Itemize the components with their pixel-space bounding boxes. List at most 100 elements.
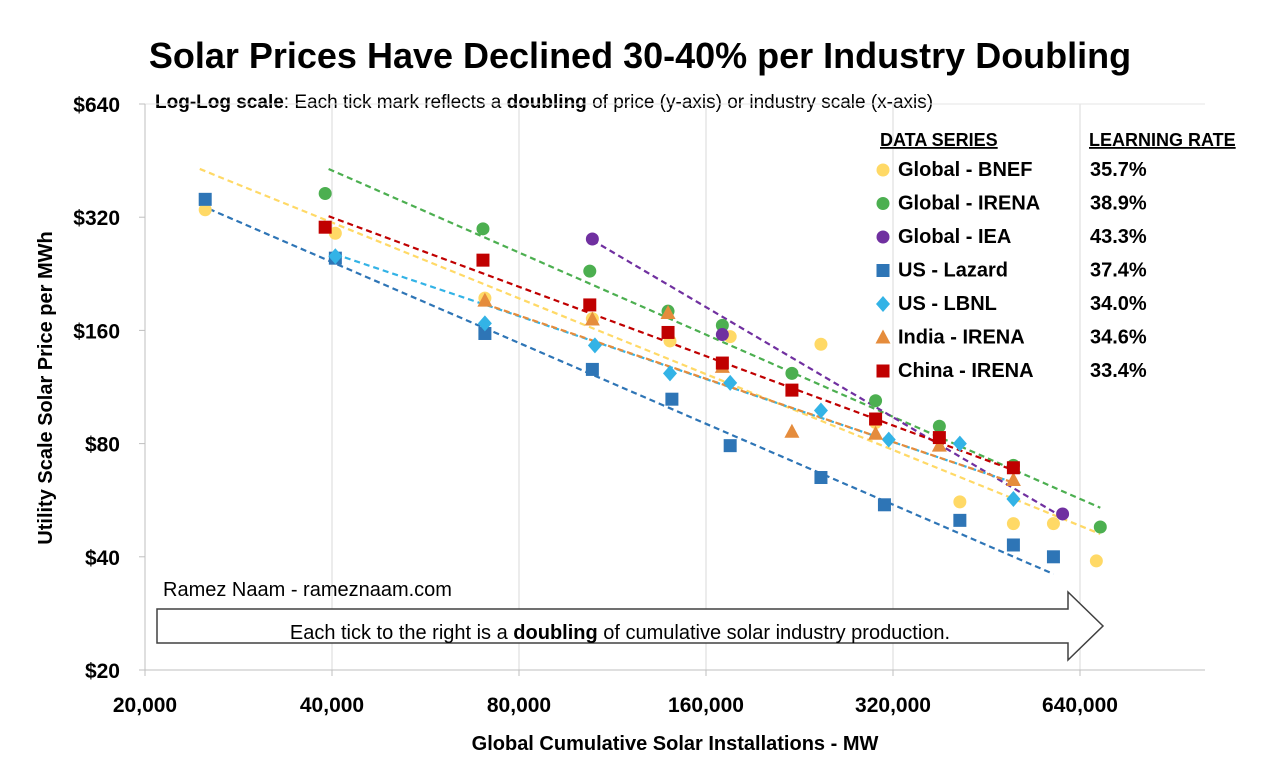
arrow-text: Each tick to the right is a doubling of …	[290, 622, 950, 644]
point-global-bnef	[1089, 554, 1103, 568]
arrow-shape	[156, 590, 1105, 662]
legend-label-us-lazard: US - Lazard	[898, 260, 1008, 282]
point-global-irena	[869, 394, 883, 408]
point-us-lazard	[814, 471, 828, 485]
point-china-irena	[1006, 461, 1020, 475]
point-global-irena	[476, 222, 490, 236]
legend-marker-global-irena	[876, 197, 890, 210]
legend-label-india-irena: India - IRENA	[898, 327, 1025, 349]
x-tick-label: 80,000	[487, 694, 551, 717]
point-us-lazard	[478, 326, 492, 340]
arrow-text-part1: Each tick to the right is a	[290, 622, 513, 644]
legend-label-us-lbnl: US - LBNL	[898, 293, 997, 315]
point-china-irena	[715, 356, 729, 370]
point-global-iea	[585, 232, 599, 246]
y-tick-label: $40	[85, 547, 120, 570]
point-global-bnef	[1006, 517, 1020, 531]
legend-header-series: DATA SERIES	[880, 130, 998, 150]
point-global-bnef	[328, 226, 342, 240]
legend-label-china-irena: China - IRENA	[898, 360, 1034, 382]
point-india-irena	[584, 311, 600, 326]
legend-rate-china-irena: 33.4%	[1090, 360, 1147, 382]
y-tick-label: $320	[73, 207, 120, 230]
point-us-lbnl	[328, 248, 343, 265]
x-tick-label: 320,000	[855, 694, 931, 717]
legend-marker-us-lazard	[876, 264, 890, 277]
point-india-irena	[784, 423, 800, 438]
point-india-irena	[1005, 472, 1021, 487]
point-us-lbnl	[881, 431, 896, 448]
legend-header-rate: LEARNING RATE	[1089, 130, 1236, 150]
x-axis-title: Global Cumulative Solar Installations - …	[472, 733, 879, 755]
legend-label-global-irena: Global - IRENA	[898, 193, 1040, 215]
point-china-irena	[932, 431, 946, 445]
legend-label-global-bnef: Global - BNEF	[898, 159, 1032, 181]
chart-subtitle: Log-Log scale: Each tick mark reflects a…	[155, 92, 933, 113]
point-china-irena	[583, 298, 597, 312]
point-us-lazard	[877, 498, 891, 512]
legend: DATA SERIES LEARNING RATE Global - BNEF 3…	[875, 130, 1236, 382]
x-tick-label: 640,000	[1042, 694, 1118, 717]
point-global-iea	[1056, 507, 1070, 521]
point-china-irena	[661, 325, 675, 339]
x-tick-label: 160,000	[668, 694, 744, 717]
y-axis-title: Utility Scale Solar Price per MWh	[35, 231, 57, 544]
point-us-lazard	[665, 392, 679, 406]
legend-rate-global-irena: 38.9%	[1090, 193, 1147, 215]
legend-marker-us-lbnl	[876, 296, 890, 312]
point-us-lazard	[1006, 538, 1020, 552]
point-us-lazard	[953, 513, 967, 527]
point-china-irena	[785, 383, 799, 397]
x-tick-label: 20,000	[113, 694, 177, 717]
trendline-global-iea	[591, 239, 1064, 519]
grid-lines	[145, 103, 1205, 670]
arrow-text-part2: of cumulative solar industry production.	[598, 622, 950, 644]
trendline-global-bnef	[199, 167, 1101, 535]
credit-annotation: Ramez Naam - rameznaam.com	[163, 579, 452, 601]
point-us-lazard	[198, 192, 212, 206]
legend-marker-india-irena	[875, 329, 891, 344]
chart-title: Solar Prices Have Declined 30-40% per In…	[149, 35, 1131, 76]
trendline-india-irena	[484, 303, 1014, 484]
subtitle-part1: : Each tick mark reflects a	[284, 92, 507, 113]
y-tick-label: $20	[85, 660, 120, 683]
point-global-irena	[1093, 520, 1107, 534]
legend-rate-global-bnef: 35.7%	[1090, 159, 1147, 181]
point-china-irena	[869, 412, 883, 426]
point-us-lbnl	[723, 374, 738, 391]
subtitle-bold-lead: Log-Log scale	[155, 92, 284, 113]
point-us-lbnl	[813, 402, 828, 419]
legend-marker-global-bnef	[876, 163, 890, 177]
legend-label-global-iea: Global - IEA	[898, 226, 1011, 248]
point-global-bnef	[814, 337, 828, 351]
point-global-irena	[785, 366, 799, 380]
point-india-irena	[868, 425, 884, 440]
y-tick-label: $640	[73, 94, 120, 117]
point-global-iea	[715, 328, 729, 342]
tick-labels: $20 $40 $80 $160 $320 $640 20,000 40,000 80,000 1…	[73, 94, 1118, 717]
point-us-lbnl	[1006, 490, 1021, 507]
legend-marker-china-irena	[876, 364, 890, 378]
subtitle-bold-word: doubling	[507, 92, 587, 113]
point-us-lazard	[1046, 550, 1060, 564]
subtitle-part2: of price (y-axis) or industry scale (x-a…	[587, 92, 933, 113]
y-tick-label: $80	[85, 434, 120, 457]
point-us-lazard	[723, 439, 737, 453]
point-global-irena	[583, 264, 597, 278]
point-global-bnef	[198, 203, 212, 217]
point-global-bnef	[1046, 517, 1060, 531]
point-global-irena	[932, 419, 946, 433]
point-us-lbnl	[662, 365, 677, 382]
arrow-text-bold: doubling	[513, 622, 597, 644]
legend-rate-us-lbnl: 34.0%	[1090, 293, 1147, 315]
point-india-irena	[660, 304, 676, 319]
data-points	[198, 186, 1107, 568]
trendline-global-irena	[328, 167, 1101, 509]
axes	[139, 103, 1205, 676]
y-tick-label: $160	[73, 320, 120, 343]
point-us-lbnl	[952, 435, 967, 452]
legend-rate-global-iea: 43.3%	[1090, 226, 1147, 248]
point-global-irena	[715, 318, 729, 332]
